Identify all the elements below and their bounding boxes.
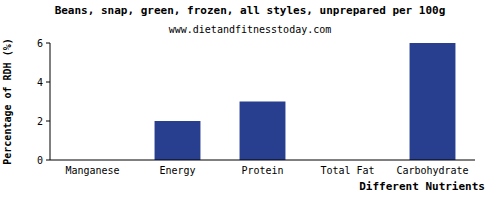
bar xyxy=(155,121,201,160)
x-axis-label: Different Nutrients xyxy=(359,180,485,193)
x-axis xyxy=(50,160,475,161)
y-tick-label: 4 xyxy=(37,77,43,88)
x-tick-label: Protein xyxy=(241,165,283,176)
y-tick-label: 0 xyxy=(37,155,43,166)
y-tick-label: 2 xyxy=(37,116,43,127)
x-tick-label: Carbohydrate xyxy=(396,165,468,176)
x-tick-label: Energy xyxy=(159,165,195,176)
chart: Beans, snap, green, frozen, all styles, … xyxy=(0,0,500,200)
y-tick xyxy=(46,160,50,161)
bar xyxy=(410,43,456,160)
y-axis-label: Percentage of RDH (%) xyxy=(2,38,13,164)
x-tick-label: Total Fat xyxy=(320,165,374,176)
y-tick xyxy=(46,82,50,83)
y-tick-label: 6 xyxy=(37,38,43,49)
subtitle: www.dietandfitnesstoday.com xyxy=(169,24,332,35)
title: Beans, snap, green, frozen, all styles, … xyxy=(55,4,446,17)
y-tick xyxy=(46,43,50,44)
y-axis xyxy=(50,43,51,160)
bar xyxy=(240,102,286,161)
bars xyxy=(155,43,456,160)
x-tick-label: Manganese xyxy=(65,165,119,176)
y-tick xyxy=(46,121,50,122)
